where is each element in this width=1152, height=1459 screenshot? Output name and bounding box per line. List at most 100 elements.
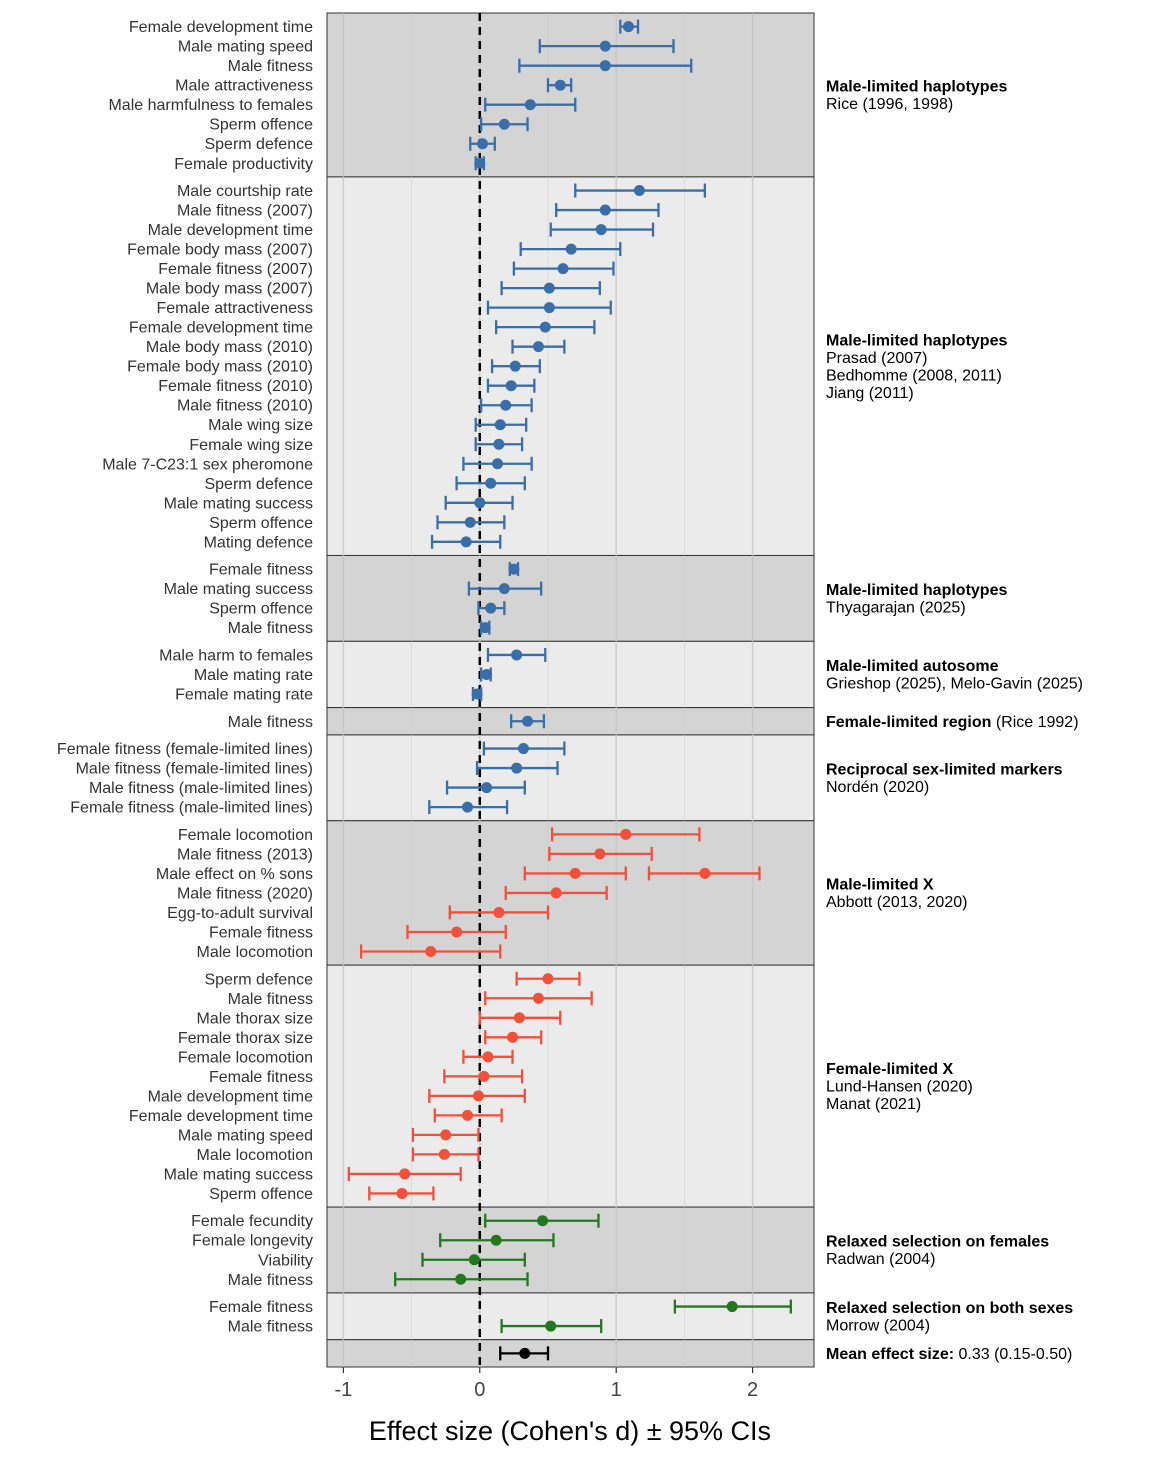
row-label: Female development time (129, 320, 313, 337)
row-label: Male mating success (164, 1166, 313, 1183)
effect-point (396, 1187, 408, 1199)
effect-point (524, 99, 536, 111)
effect-point (599, 40, 611, 52)
row-label: Egg-to-adult survival (167, 905, 313, 922)
row-label: Male thorax size (197, 1010, 314, 1027)
row-label: Male effect on % sons (156, 866, 313, 883)
row-label: Female development time (129, 19, 313, 36)
effect-point (474, 157, 486, 169)
x-axis-title: Effect size (Cohen's d) ± 95% CIs (369, 1416, 771, 1446)
row-label: Female longevity (192, 1233, 313, 1250)
group-reference: Manat (2021) (826, 1096, 921, 1113)
effect-point (498, 583, 510, 595)
effect-point (493, 438, 505, 450)
row-label: Male mating success (164, 495, 313, 512)
row-label: Sperm defence (204, 136, 313, 153)
group-title-bold: Female-limited region (826, 714, 991, 731)
effect-point (594, 848, 606, 860)
group-reference: Nordén (2020) (826, 779, 929, 796)
effect-point (460, 536, 472, 548)
row-label: Sperm defence (204, 971, 313, 988)
effect-point (517, 743, 529, 755)
group-panel (326, 964, 815, 1208)
effect-point (474, 497, 486, 509)
effect-point (565, 243, 577, 255)
group-title-bold: Female-limited X (826, 1061, 953, 1078)
group-title-extra: (Rice 1992) (991, 714, 1078, 731)
group-reference: Bedhomme (2008, 2011) (826, 367, 1002, 384)
group-title: Male-limited autosome (826, 658, 999, 675)
effect-point (599, 204, 611, 216)
row-label: Male attractiveness (175, 78, 313, 95)
group-title: Male-limited haplotypes (826, 79, 1007, 96)
row-label: Female fitness (2010) (158, 378, 313, 395)
group-title: Male-limited haplotypes (826, 582, 1007, 599)
row-label: Male fitness (228, 1272, 313, 1289)
group-panel (326, 707, 815, 736)
group-panel (326, 640, 815, 709)
effect-point (498, 118, 510, 130)
group-title-extra: 0.33 (0.15-0.50) (954, 1346, 1072, 1363)
row-label: Male body mass (2007) (146, 281, 313, 298)
effect-point (479, 622, 491, 634)
row-label: Male wing size (208, 417, 313, 434)
row-label: Sperm offence (209, 117, 313, 134)
row-label: Sperm offence (209, 1186, 313, 1203)
x-axis: -1 0 1 2 (334, 1367, 758, 1401)
group-reference: Grieshop (2025), Melo-Gavin (2025) (826, 676, 1083, 693)
row-label: Viability (258, 1252, 313, 1269)
effect-point (554, 79, 566, 91)
group-title-bold: Male-limited autosome (826, 658, 999, 675)
row-label: Female fitness (209, 924, 313, 941)
effect-point (462, 801, 474, 813)
group-reference: Morrow (2004) (826, 1318, 930, 1335)
group-title: Female-limited region (Rice 1992) (826, 714, 1079, 731)
group-title-bold: Relaxed selection on both sexes (826, 1300, 1073, 1317)
row-label: Male mating rate (194, 667, 313, 684)
effect-point (545, 1320, 557, 1332)
effect-point (494, 419, 506, 431)
row-label: Male mating speed (178, 1127, 313, 1144)
row-label: Male fitness (2020) (177, 885, 313, 902)
row-label: Female fitness (209, 1299, 313, 1316)
row-label: Female fecundity (191, 1213, 313, 1230)
effect-point (492, 458, 504, 470)
effect-point (471, 688, 483, 700)
effect-point (440, 1129, 452, 1141)
effect-point (622, 21, 634, 33)
x-tick-label: 0 (474, 1379, 485, 1401)
row-label: Female fitness (209, 1069, 313, 1086)
group-title-bold: Male-limited X (826, 877, 934, 894)
effect-point (477, 138, 489, 150)
effect-point (699, 867, 711, 879)
row-label: Sperm offence (209, 601, 313, 618)
effect-point (550, 887, 562, 899)
group-title: Male-limited haplotypes (826, 332, 1007, 349)
effect-point (633, 185, 645, 197)
effect-point (539, 321, 551, 333)
group-panels (326, 12, 815, 1368)
group-reference: Jiang (2011) (826, 385, 914, 402)
row-label: Male body mass (2010) (146, 339, 313, 356)
row-label: Male fitness (228, 1319, 313, 1336)
effect-point (537, 1215, 549, 1227)
row-label: Mating defence (204, 534, 314, 551)
row-label: Male fitness (228, 620, 313, 637)
effect-point (543, 302, 555, 314)
effect-point (399, 1168, 411, 1180)
row-label: Male fitness (228, 58, 313, 75)
group-panel (326, 734, 815, 822)
effect-point (482, 1051, 494, 1063)
group-reference: Lund-Hansen (2020) (826, 1079, 973, 1096)
row-label: Female productivity (174, 156, 313, 173)
effect-point (481, 782, 493, 794)
effect-point (519, 1347, 531, 1359)
row-label: Female mating rate (175, 686, 313, 703)
effect-point (481, 668, 493, 680)
effect-point (485, 477, 497, 489)
row-label: Female fitness (209, 562, 313, 579)
effect-point (557, 263, 569, 275)
row-label: Female fitness (male-limited lines) (70, 800, 313, 817)
effect-point (451, 926, 463, 938)
